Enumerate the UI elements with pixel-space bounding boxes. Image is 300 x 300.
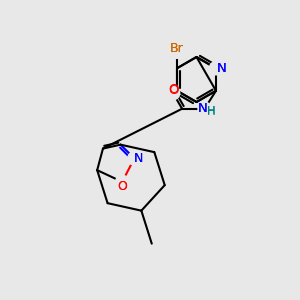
Circle shape — [128, 152, 141, 165]
Text: Br: Br — [170, 42, 184, 55]
Circle shape — [116, 175, 129, 188]
Text: N: N — [198, 102, 208, 115]
Text: N: N — [217, 62, 226, 75]
Circle shape — [209, 61, 223, 75]
Circle shape — [198, 102, 211, 115]
Text: H: H — [207, 106, 215, 116]
Text: O: O — [168, 84, 178, 97]
Text: N: N — [198, 102, 208, 115]
Text: H: H — [207, 105, 216, 118]
Text: N: N — [134, 152, 143, 165]
Text: O: O — [168, 83, 178, 96]
Text: O: O — [117, 180, 127, 193]
Text: N: N — [217, 62, 226, 75]
Text: Br: Br — [170, 42, 184, 55]
Circle shape — [170, 45, 184, 58]
Circle shape — [167, 86, 180, 100]
Text: N: N — [134, 152, 143, 165]
Text: O: O — [117, 180, 127, 193]
